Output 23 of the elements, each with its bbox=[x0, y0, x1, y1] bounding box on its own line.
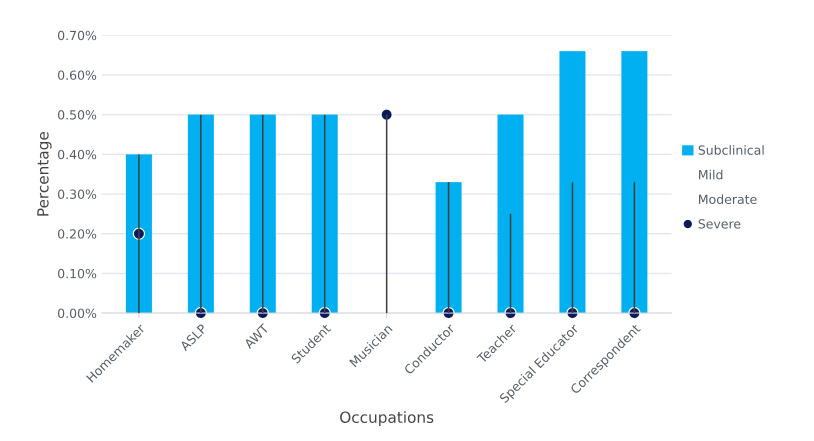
point bbox=[380, 108, 393, 121]
bar bbox=[436, 182, 462, 314]
y-tick-label: 0.60% bbox=[58, 70, 96, 80]
legend-label: Severe bbox=[698, 219, 740, 229]
text: Moderate bbox=[699, 194, 757, 204]
bar bbox=[498, 114, 524, 314]
y-axis-title: Percentage bbox=[37, 132, 52, 216]
y-tick-label: 0.00% bbox=[58, 308, 96, 318]
bar bbox=[126, 154, 152, 314]
bar bbox=[312, 114, 338, 314]
y-tick-label: 0.30% bbox=[58, 190, 96, 199]
y-tick-label: 0.50% bbox=[58, 110, 96, 120]
x-axis-title: Occupations bbox=[340, 411, 434, 426]
legend-label: Subclinical bbox=[698, 145, 764, 155]
y-tick-label: 0.40% bbox=[58, 150, 96, 160]
bar bbox=[250, 114, 276, 314]
bar bbox=[188, 114, 214, 314]
bar bbox=[559, 51, 586, 314]
bar bbox=[621, 51, 648, 314]
y-tick-label: 0.70% bbox=[58, 30, 96, 40]
y-tick-label: 0.20% bbox=[58, 229, 96, 239]
y-tick-label: 0.10% bbox=[58, 268, 96, 278]
text: Mild bbox=[699, 170, 722, 180]
